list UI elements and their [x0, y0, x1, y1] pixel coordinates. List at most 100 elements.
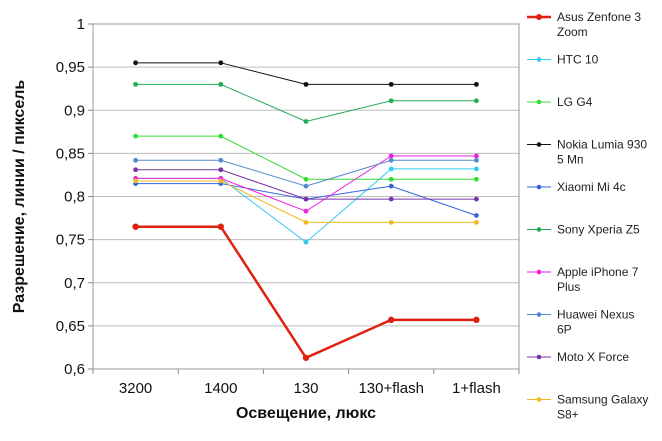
legend-marker	[536, 99, 542, 105]
series-8	[133, 167, 479, 202]
data-point	[388, 166, 394, 172]
y-tick-label: 0,85	[56, 145, 85, 162]
series-line	[135, 83, 477, 122]
legend-marker	[536, 397, 542, 402]
y-tick-label: 0,9	[64, 102, 85, 119]
data-point	[218, 81, 224, 87]
data-point	[474, 98, 479, 104]
legend-label: Nokia Lumia 930	[557, 138, 647, 152]
data-point	[133, 178, 139, 184]
series-line	[135, 159, 477, 187]
legend-entry: Sony Xperia Z5	[527, 223, 640, 237]
data-point	[133, 157, 139, 163]
series-5	[133, 81, 479, 124]
legend-marker	[536, 269, 542, 275]
x-tick-label: 130	[293, 380, 318, 397]
y-tick-label: 0,75	[56, 232, 85, 249]
series-line	[135, 225, 477, 360]
data-point	[474, 166, 479, 172]
data-point	[388, 196, 394, 202]
data-point	[133, 60, 139, 66]
legend-label: S8+	[557, 408, 579, 422]
data-point	[303, 119, 309, 124]
data-point	[474, 157, 479, 163]
legend-marker	[536, 57, 542, 62]
data-point	[474, 196, 479, 202]
y-tick-label: 1	[77, 16, 85, 33]
data-point	[303, 239, 309, 245]
legend-label: LG G4	[557, 95, 593, 109]
data-point	[474, 176, 479, 182]
legend-marker	[536, 227, 542, 232]
data-point	[474, 219, 479, 225]
data-point	[132, 223, 139, 230]
x-tick-label: 3200	[119, 380, 152, 397]
data-point	[133, 81, 139, 87]
data-point	[133, 167, 139, 173]
legend-marker	[536, 312, 542, 317]
legend-label: Asus Zenfone 3	[557, 10, 641, 24]
legend-label: HTC 10	[557, 53, 599, 67]
legend-label: Samsung Galaxy	[557, 393, 648, 407]
x-axis-title: Освещение, люкс	[236, 405, 376, 422]
data-point	[303, 196, 309, 202]
series-line	[135, 135, 477, 180]
plot-frame	[92, 23, 520, 370]
data-point	[218, 167, 224, 173]
legend-label: Xiaomi Mi 4c	[557, 180, 626, 194]
legend-label: Plus	[557, 280, 580, 294]
series-7	[133, 157, 479, 189]
series-line	[135, 62, 477, 85]
series-3	[133, 60, 479, 87]
series-lines	[132, 60, 480, 361]
legend-entry: Moto X Force	[527, 350, 629, 364]
legend-label: 5 Мп	[557, 153, 584, 167]
data-point	[218, 133, 224, 139]
series-9	[133, 178, 479, 225]
series-2	[133, 133, 479, 182]
data-point	[388, 157, 394, 163]
legend-label: Sony Xperia Z5	[557, 223, 640, 237]
y-tick-label: 0,7	[64, 275, 85, 292]
legend-marker	[536, 354, 542, 360]
data-point	[388, 219, 394, 225]
data-point	[388, 183, 394, 189]
legend-label: Moto X Force	[557, 350, 629, 364]
data-point	[303, 81, 309, 87]
x-tick-label: 1400	[204, 380, 237, 397]
legend-entry: LG G4	[527, 95, 593, 109]
legend-label: Zoom	[557, 25, 588, 39]
legend-marker	[536, 184, 542, 190]
legend-marker	[536, 142, 542, 147]
data-point	[133, 133, 139, 139]
data-point	[388, 98, 394, 104]
data-point	[303, 176, 309, 182]
legend-entry: HTC 10	[527, 53, 599, 67]
data-point	[473, 316, 480, 324]
legend-marker	[536, 14, 542, 20]
y-axis-title: Разрешение, линии / пиксель	[11, 80, 28, 314]
data-point	[303, 183, 309, 189]
data-point	[303, 219, 309, 225]
y-tick-label: 0,65	[56, 318, 85, 335]
data-point	[388, 176, 394, 182]
y-tick-label: 0,6	[64, 361, 85, 378]
data-point	[218, 178, 224, 184]
legend-label: Apple iPhone 7	[557, 265, 639, 279]
legend-entry: Xiaomi Mi 4c	[527, 180, 626, 194]
data-point	[474, 81, 479, 87]
data-point	[217, 223, 224, 230]
y-tick-label: 0,95	[56, 59, 85, 76]
series-0	[132, 223, 480, 361]
axes: 0,6 0,65 0,7 0,75 0,8 0,85 0,9 0,95 1 3200 1400 130…	[56, 16, 520, 397]
data-point	[388, 81, 394, 87]
x-tick-label: 1+flash	[452, 380, 501, 397]
